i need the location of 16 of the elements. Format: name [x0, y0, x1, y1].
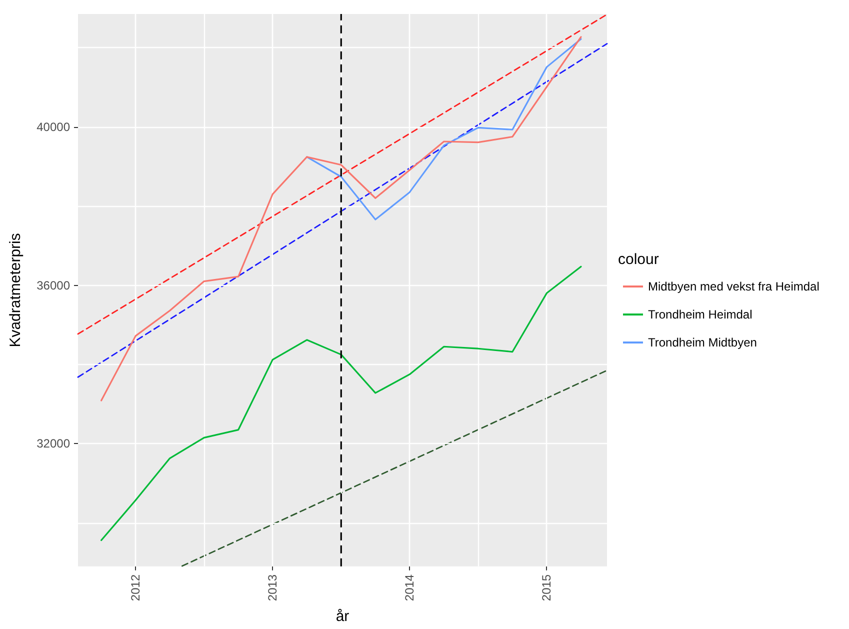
x-tick-label: 2013 [266, 574, 280, 602]
line-series [100, 36, 582, 402]
x-tick-label: 2015 [540, 574, 554, 602]
legend-label: Trondheim Midtbyen [648, 336, 757, 350]
x-tick-label: 2012 [128, 574, 143, 602]
x-axis-title: år [336, 608, 350, 625]
line-series [100, 266, 582, 542]
legend-title: colour [618, 251, 659, 268]
y-tick-label: 36000 [36, 278, 70, 292]
y-tick-label: 32000 [36, 436, 70, 451]
y-tick-label: 40000 [36, 120, 70, 134]
x-tick-label: 2014 [402, 574, 417, 602]
legend-label: Midtbyen med vekst fra Heimdal [648, 280, 820, 294]
legend-label: Trondheim Heimdal [648, 308, 752, 322]
y-axis-title: Kvadratmeterpris [7, 233, 24, 348]
line-series [306, 38, 582, 220]
